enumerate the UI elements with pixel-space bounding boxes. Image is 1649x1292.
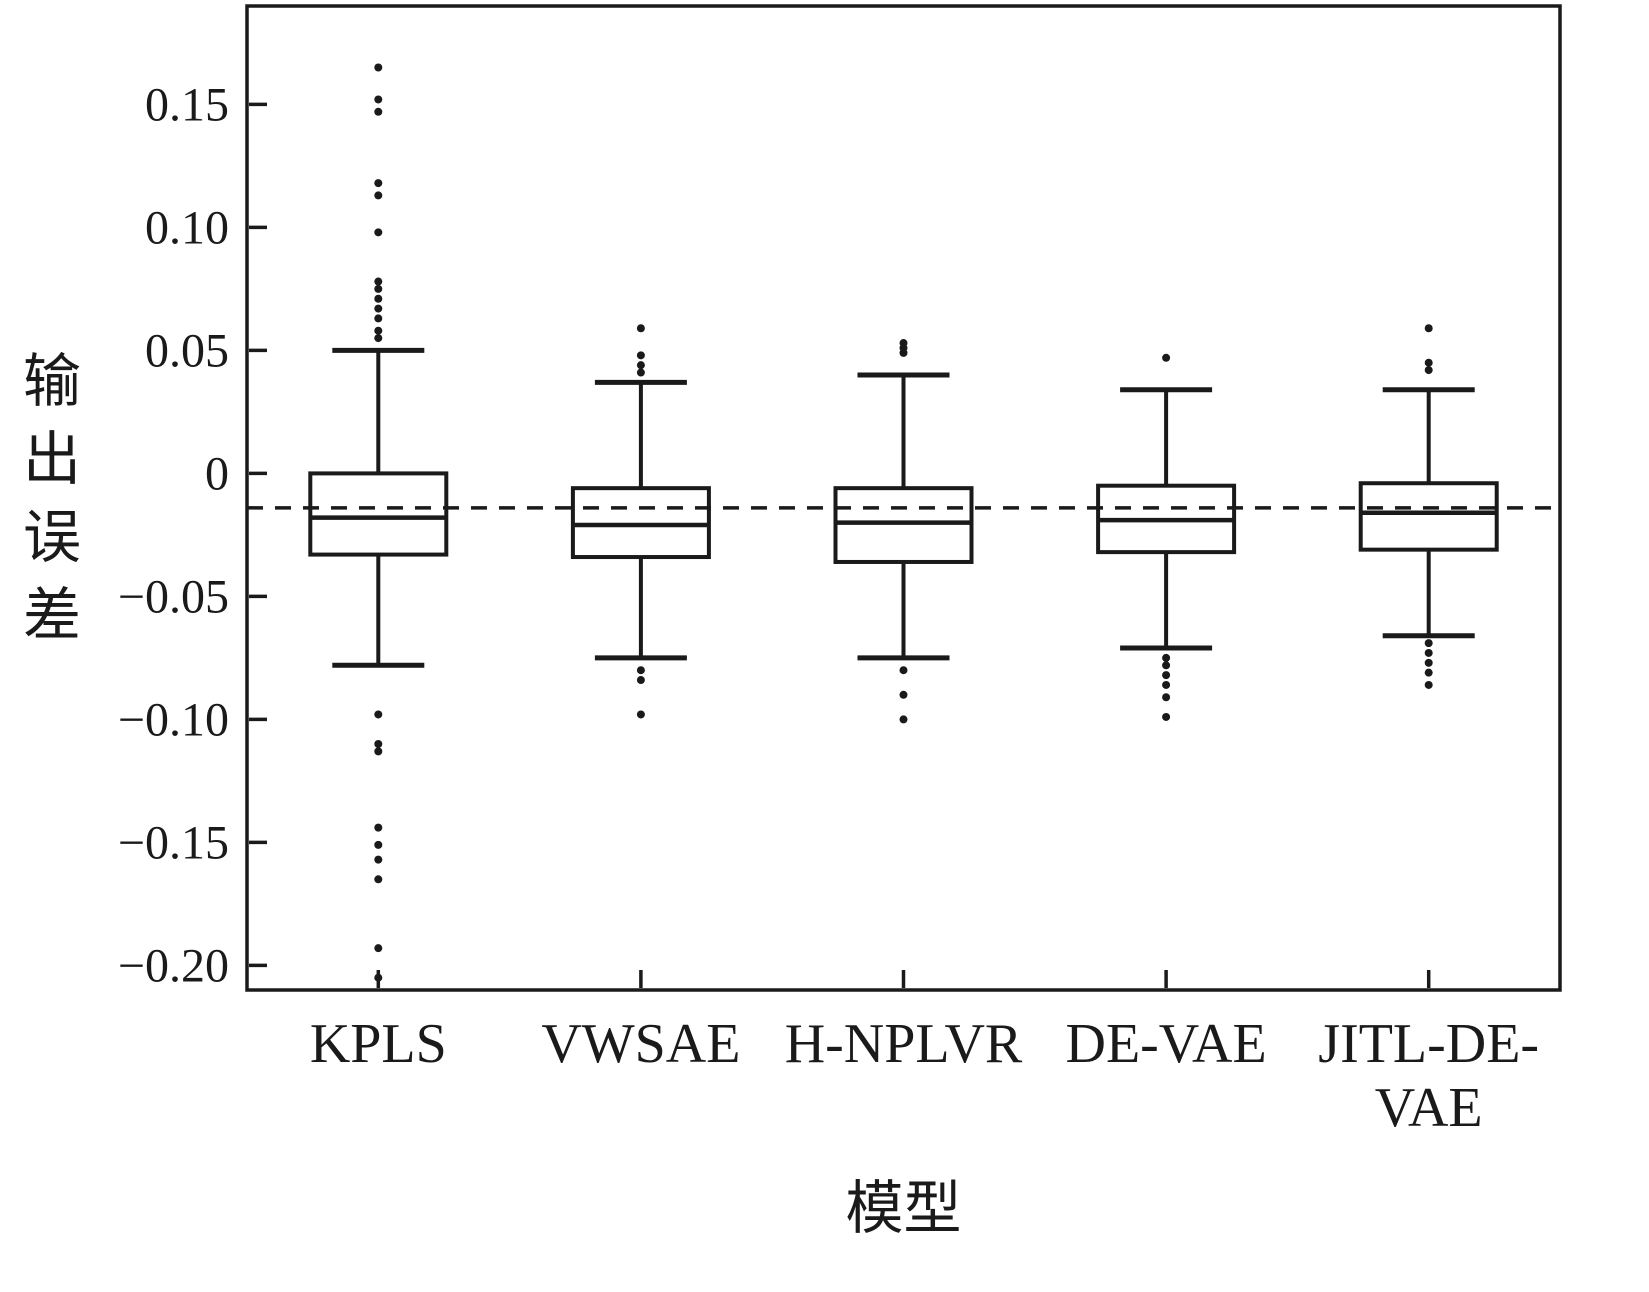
y-tick-label: −0.10 [118,693,229,746]
outlier-point [374,304,383,313]
y-axis-title-char: 误 [23,505,81,570]
outlier-point [374,179,383,188]
outlier-point [374,284,383,293]
x-axis-title: 模型 [845,1176,961,1241]
outlier-point [374,294,383,303]
x-category-label: JITL-DE- [1318,1013,1539,1075]
outlier-point [636,710,645,719]
plot-border [245,4,1562,992]
outlier-point [374,944,383,953]
y-tick-label: 0 [205,447,229,500]
outlier-point [1424,366,1433,375]
y-tick-label: −0.05 [118,570,229,623]
outlier-point [374,823,383,832]
outlier-point [1162,353,1171,362]
y-tick-label: 0.15 [145,78,229,131]
outlier-point [374,63,383,72]
y-tick-label: −0.15 [118,816,229,869]
outlier-point [1424,668,1433,677]
outlier-point [374,326,383,335]
outlier-point [374,334,383,343]
outlier-point [374,228,383,237]
y-tick-label: 0.10 [145,201,229,254]
x-category-label: DE-VAE [1066,1013,1267,1075]
outlier-point [1162,653,1171,662]
outlier-point [636,361,645,370]
outlier-point [1162,661,1171,670]
iqr-box [1358,481,1499,552]
outlier-point [1162,671,1171,680]
outlier-point [374,95,383,104]
iqr-box [833,486,974,564]
outlier-point [374,191,383,200]
outlier-point [636,676,645,685]
y-axis-title-char: 差 [23,583,81,648]
x-category-label: H-NPLVR [785,1013,1023,1075]
outlier-point [374,855,383,864]
outlier-point [1424,658,1433,667]
outlier-point [374,840,383,849]
y-axis-title-char: 输 [23,349,81,414]
outlier-point [374,277,383,286]
y-axis-title-char: 出 [23,427,81,492]
outlier-point [374,710,383,719]
outlier-point [1424,639,1433,648]
outlier-point [374,973,383,982]
x-category-label: KPLS [310,1013,447,1075]
outlier-point [636,324,645,333]
outlier-point [1162,680,1171,689]
iqr-box [570,486,711,560]
outlier-point [1424,648,1433,657]
outlier-point [636,368,645,377]
outlier-point [1424,324,1433,333]
outlier-point [636,351,645,360]
outlier-point [1162,712,1171,721]
outlier-point [374,875,383,884]
outlier-point [899,666,908,675]
outlier-point [899,690,908,699]
outlier-point [374,740,383,748]
outlier-point [636,666,645,675]
outlier-point [899,348,908,357]
outlier-point [1424,358,1433,367]
x-category-label: VWSAE [541,1013,740,1075]
outlier-point [899,715,908,724]
outlier-point [1424,680,1433,689]
outlier-point [374,107,383,116]
outlier-point [374,314,383,323]
outlier-point [1162,693,1171,702]
y-tick-label: −0.20 [118,939,229,992]
y-tick-label: 0.05 [145,324,229,377]
x-category-label: VAE [1375,1077,1483,1139]
outlier-point [374,747,383,756]
iqr-box [308,471,449,557]
